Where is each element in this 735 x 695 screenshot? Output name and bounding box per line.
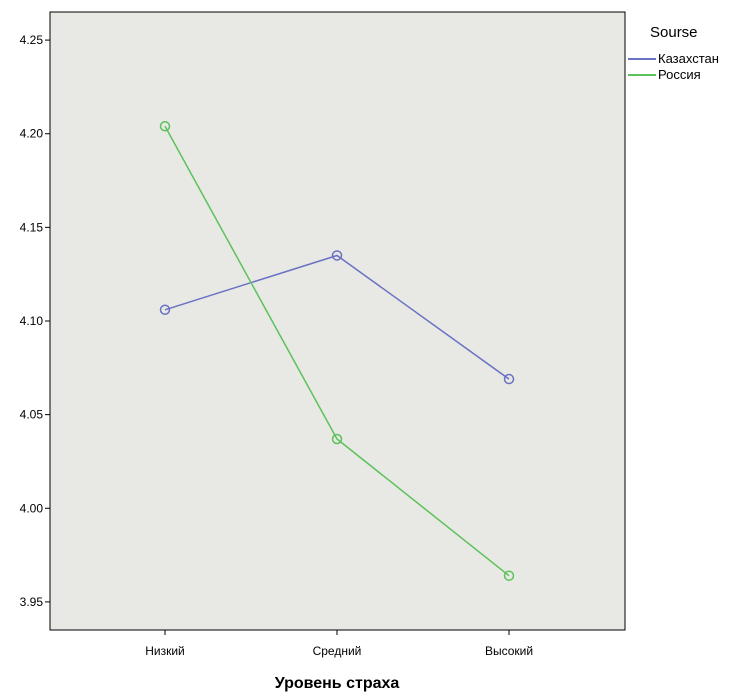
y-tick-label: 3.95: [20, 595, 44, 609]
series-layer: [159, 120, 515, 581]
legend-label: Россия: [658, 67, 701, 82]
y-axis: 3.95 4.00 4.05 4.10 4.15 4.20 4.25: [20, 33, 50, 609]
data-point: [159, 120, 171, 132]
plot-area: [49, 11, 626, 631]
y-tick-label: 4.10: [20, 314, 44, 328]
data-point: [331, 250, 343, 261]
x-tick-label: Низкий: [145, 644, 185, 658]
series-line: [164, 254, 510, 380]
data-point: [331, 433, 343, 445]
y-tick-label: 4.15: [20, 220, 44, 234]
data-point: [503, 570, 515, 581]
x-axis-label: Уровень страха: [275, 675, 400, 692]
x-tick-label: Высокий: [485, 644, 533, 658]
y-tick-label: 4.00: [20, 501, 44, 515]
x-tick-label: Средний: [313, 644, 362, 658]
y-tick-label: 4.05: [20, 408, 44, 422]
data-point: [159, 304, 171, 316]
y-tick-label: 4.20: [20, 127, 44, 141]
series-line: [164, 125, 510, 577]
legend-label: Казахстан: [658, 51, 719, 66]
x-axis: Низкий Средний Высокий: [145, 630, 533, 658]
data-point: [503, 373, 515, 385]
y-tick-label: 4.25: [20, 33, 44, 47]
legend-title: Sourse: [650, 24, 698, 41]
